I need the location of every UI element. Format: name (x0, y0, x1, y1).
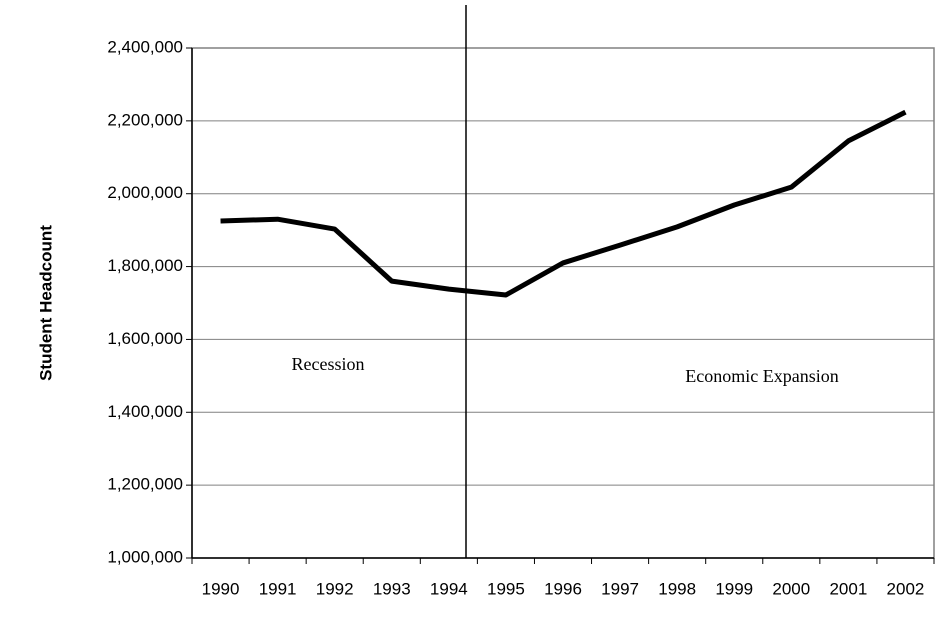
x-tick-label: 2001 (829, 579, 867, 598)
y-tick-label: 1,600,000 (107, 329, 183, 348)
y-tick-label: 2,200,000 (107, 110, 183, 129)
y-tick-label: 1,800,000 (107, 256, 183, 275)
x-tick-label: 1997 (601, 579, 639, 598)
x-tick-label: 1990 (202, 579, 240, 598)
x-tick-label: 1999 (715, 579, 753, 598)
x-tick-label: 2000 (772, 579, 810, 598)
plot-border (191, 47, 935, 559)
y-tick-label: 2,000,000 (107, 183, 183, 202)
x-tick-label: 1991 (259, 579, 297, 598)
x-tick-label: 1995 (487, 579, 525, 598)
y-axis-label: Student Headcount (36, 225, 55, 381)
x-tick-label: 1998 (658, 579, 696, 598)
plot: 1,000,000 1,200,000 1,400,000 1,600,000 1,80… (107, 5, 935, 598)
data-line (220, 109, 907, 298)
annotation: Recession (292, 354, 365, 374)
x-tick-label: 1994 (430, 579, 468, 598)
y-tick-label: 1,400,000 (107, 402, 183, 421)
annotation: Economic Expansion (685, 366, 838, 386)
x-tick-label: 1993 (373, 579, 411, 598)
y-tick-label: 1,000,000 (107, 547, 183, 566)
y-tick-label: 2,400,000 (107, 37, 183, 56)
y-tick-label: 1,200,000 (107, 475, 183, 494)
x-tick-label: 1996 (544, 579, 582, 598)
x-tick-label: 2002 (887, 579, 925, 598)
x-tick-label: 1992 (316, 579, 354, 598)
